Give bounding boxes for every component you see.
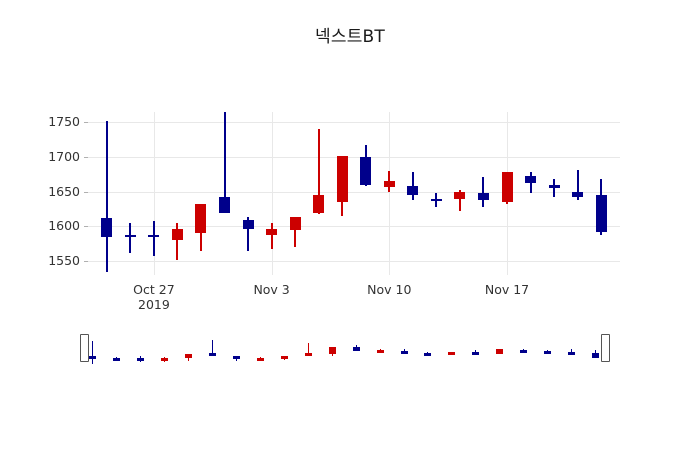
candle-wick	[482, 176, 485, 208]
y-tick-label: 1700	[48, 149, 80, 165]
candle-body[interactable]	[501, 172, 513, 203]
candle-body[interactable]	[430, 198, 442, 201]
candle-body[interactable]	[101, 218, 113, 237]
chart-title: 넥스트BT	[315, 27, 385, 47]
mini-candle-wick	[211, 340, 213, 356]
y-tick-mark	[84, 157, 88, 159]
mini-candle-body	[472, 352, 480, 356]
x-gridline	[153, 112, 155, 275]
candle-body[interactable]	[289, 217, 301, 230]
y-gridline	[88, 261, 620, 263]
candle-wick	[129, 222, 132, 253]
candle-wick	[105, 121, 108, 272]
candle-wick	[458, 190, 461, 212]
candle-body[interactable]	[548, 184, 560, 189]
range-handle-right[interactable]	[601, 334, 611, 362]
candle-body[interactable]	[124, 234, 136, 237]
mini-candle-body	[544, 350, 552, 354]
candle-wick	[317, 129, 320, 214]
candle-wick	[223, 112, 226, 213]
mini-candle-wick	[91, 341, 93, 364]
candle-body[interactable]	[407, 186, 419, 196]
main-plot-area[interactable]	[88, 112, 620, 275]
candle-wick	[294, 217, 297, 248]
candle-body[interactable]	[595, 195, 607, 232]
mini-candle-wick	[307, 342, 309, 356]
mini-candle-body	[184, 353, 192, 359]
x-tick-label: Oct 27 2019	[133, 282, 175, 312]
candle-body[interactable]	[525, 175, 537, 184]
mini-candle-body	[136, 358, 144, 362]
candle-wick	[152, 220, 155, 256]
candle-body[interactable]	[336, 155, 348, 203]
mini-candle-wick	[475, 349, 477, 355]
candle-body[interactable]	[313, 195, 325, 213]
candle-body[interactable]	[454, 191, 466, 199]
mini-candle-body	[256, 357, 264, 361]
mini-candle-body	[448, 352, 456, 355]
mini-candle-body	[424, 353, 432, 357]
candle-body[interactable]	[219, 197, 231, 213]
candle-body[interactable]	[572, 191, 584, 197]
candle-body[interactable]	[171, 228, 183, 241]
candle-wick	[388, 170, 391, 192]
y-gridline	[88, 122, 620, 124]
y-gridline	[88, 191, 620, 193]
candle-body[interactable]	[383, 181, 395, 187]
y-tick-mark	[84, 226, 88, 228]
y-tick-mark	[84, 261, 88, 263]
mini-candle-body	[232, 356, 240, 360]
candle-body[interactable]	[195, 204, 207, 234]
y-gridline	[88, 226, 620, 228]
mini-candle-body	[592, 352, 600, 359]
x-tick-label: Nov 17	[484, 282, 530, 297]
y-tick-label: 1650	[48, 183, 80, 199]
mini-candle-body	[112, 358, 120, 362]
y-tick-mark	[84, 191, 88, 193]
candle-wick	[176, 222, 179, 260]
x-tick-label: Nov 10	[367, 282, 412, 297]
candle-wick	[270, 222, 273, 249]
candle-body[interactable]	[148, 234, 160, 237]
candle-body[interactable]	[477, 193, 489, 201]
mini-candle-body	[400, 351, 408, 355]
x-gridline	[271, 112, 273, 275]
x-gridline	[389, 112, 391, 275]
candle-wick	[576, 169, 579, 201]
mini-candle-body	[376, 350, 384, 354]
candle-wick	[247, 217, 250, 251]
mini-candle-body	[304, 352, 312, 356]
candle-body[interactable]	[360, 157, 372, 185]
mini-candle-body	[208, 352, 216, 356]
candle-body[interactable]	[266, 228, 278, 235]
y-tick-label: 1750	[48, 114, 80, 130]
candle-wick	[553, 179, 556, 198]
candle-body[interactable]	[242, 219, 254, 229]
y-gridline	[88, 157, 620, 159]
mini-candle-body	[352, 346, 360, 351]
mini-candle-body	[88, 355, 96, 359]
x-tick-label: Nov 3	[253, 282, 290, 297]
mini-candle-body	[496, 349, 504, 354]
mini-candle-wick	[571, 348, 573, 354]
range-handle-left[interactable]	[79, 334, 89, 362]
mini-candle-body	[160, 357, 168, 361]
mini-candle-body	[280, 355, 288, 359]
range-selector-plot[interactable]	[68, 330, 624, 370]
y-tick-label: 1600	[48, 218, 80, 234]
mini-candle-body	[520, 349, 528, 353]
mini-candle-body	[568, 352, 576, 355]
y-tick-mark	[84, 122, 88, 124]
y-tick-label: 1550	[48, 253, 80, 269]
mini-candle-body	[328, 346, 336, 354]
